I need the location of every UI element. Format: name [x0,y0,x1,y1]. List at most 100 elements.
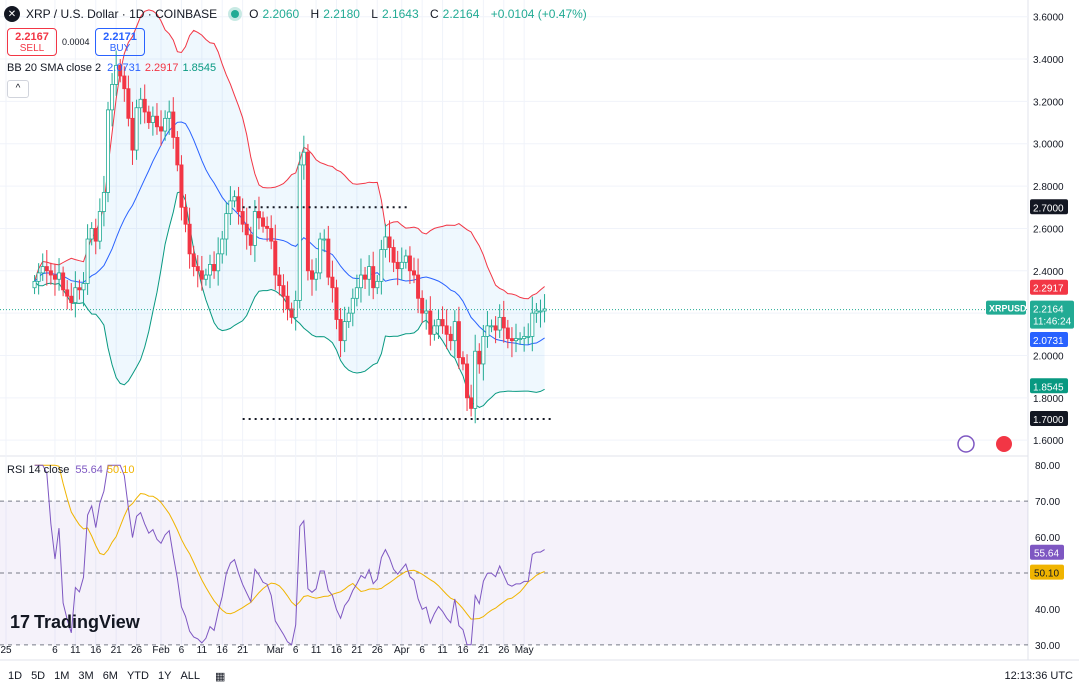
candle-body [150,115,155,123]
candle-body [497,316,502,331]
candle-body [224,213,229,240]
rsi-tick-label: 60.00 [1035,533,1060,544]
change-readout: +0.0104 (+0.47%) [490,7,587,21]
bb-basis-tag-bg [1030,332,1068,348]
level-tag-bg [1030,411,1068,427]
time-tick-label: 26 [498,645,510,656]
time-tick-label: 21 [351,645,363,656]
time-tick-label: 16 [217,645,229,656]
candle-body [395,261,400,270]
candle-body [330,276,335,289]
candle-body [428,310,433,335]
candle-body [134,107,139,151]
candle-body [485,325,490,337]
bb-legend[interactable]: BB 20 SMA close 2 2.0731 2.2917 1.8545 [7,62,217,74]
candle-body [436,319,441,327]
range-3m[interactable]: 3M [78,670,94,682]
range-1d[interactable]: 1D [8,670,23,682]
candle-body [505,327,510,339]
range-1y[interactable]: 1Y [157,670,172,682]
buy-button[interactable]: 2.2171 BUY [95,28,145,56]
rsi-ma-tag: 50.10 [1034,569,1059,580]
price-tick-label: 3.2000 [1033,97,1064,108]
rsi-tick-label: 70.00 [1035,497,1060,508]
us-flag-event-icon [996,436,1012,452]
time-tick-label: Feb [152,645,170,656]
rsi-tick-label: 80.00 [1035,461,1060,472]
candle-body [203,274,208,280]
rsi-value-tag-bg [1030,544,1064,560]
candle-body [473,350,478,409]
bb-lower-tag-bg [1030,378,1068,394]
candle-body [40,266,45,274]
sell-button[interactable]: 2.2167 SELL [7,28,57,56]
tradingview-logo[interactable]: 17 TradingView [10,612,140,632]
candle-body [32,280,37,289]
time-tick-label: 25 [0,645,12,656]
symbol-title[interactable]: XRP / U.S. Dollar · 1D · COINBASE [26,7,218,21]
price-tick-label: 2.0000 [1033,351,1064,362]
candle-body [399,261,404,270]
candle-body [61,272,66,291]
range-6m[interactable]: 6M [102,670,118,682]
candle-body [138,98,143,109]
utc-clock[interactable]: 12:13:36 UTC [1004,670,1073,682]
candle-body [110,84,115,111]
rsi-legend[interactable]: RSI 14 close 55.64 50.10 [7,464,135,476]
symbol-tag-bg [986,300,1026,315]
bb-upper-tag-bg [1030,279,1068,295]
price-tick-label: 2.4000 [1033,267,1064,278]
time-tick-label: Mar [267,645,285,656]
candle-body [212,264,217,272]
candle-body [142,98,147,113]
range-all[interactable]: ALL [180,670,201,682]
candle-body [179,164,184,208]
bb-upper-tag: 2.2917 [1033,284,1064,295]
rsi-ma-tag-bg [1030,564,1064,580]
candle-body [220,238,225,255]
time-tick-label: 21 [478,645,490,656]
candle-body [440,319,445,327]
price-tick-label: 2.6000 [1033,224,1064,235]
price-tick-label: 3.6000 [1033,13,1064,24]
candle-body [183,206,188,225]
candle-body [522,336,527,339]
candle-body [122,75,127,90]
price-tick-label: 1.8000 [1033,394,1064,405]
collapse-legend-button[interactable]: ^ [7,80,29,98]
candle-body [167,111,172,119]
time-tick-label: 26 [131,645,143,656]
lightning-event-icon [957,435,975,453]
candle-body [65,289,70,297]
time-tick-label: 16 [457,645,469,656]
level-tag: 1.7000 [1033,415,1064,426]
candle-body [97,211,102,242]
range-ytd[interactable]: YTD [126,670,149,682]
candle-body [106,109,111,193]
calendar-icon[interactable]: ▦ [215,671,226,683]
candle-body [57,272,62,280]
candle-body [126,88,131,119]
time-tick-label: 11 [70,645,81,656]
candle-body [424,310,429,314]
candle-body [118,65,123,77]
range-1m[interactable]: 1M [54,670,70,682]
candle-body [195,266,200,272]
bb-lower-line [34,190,545,408]
ohlc-readout: O 2.2060 H 2.2180 L 2.1643 C 2.2164 +0.0104 … [249,7,587,21]
candle-body [159,126,164,132]
candle-body [232,196,237,202]
candle-body [285,295,290,310]
candle-body [456,321,461,359]
candle-body [175,136,180,166]
last-price-tag-bg [1030,300,1074,329]
candle-body [293,300,298,318]
candle-body [334,287,339,320]
candle-body [416,274,421,299]
time-range-bar: 1D 5D 1M 3M 6M YTD 1Y ALL ▦ [8,670,234,683]
candle-body [501,316,506,329]
candle-body [420,297,425,314]
range-5d[interactable]: 5D [31,670,46,682]
candle-body [240,211,245,225]
